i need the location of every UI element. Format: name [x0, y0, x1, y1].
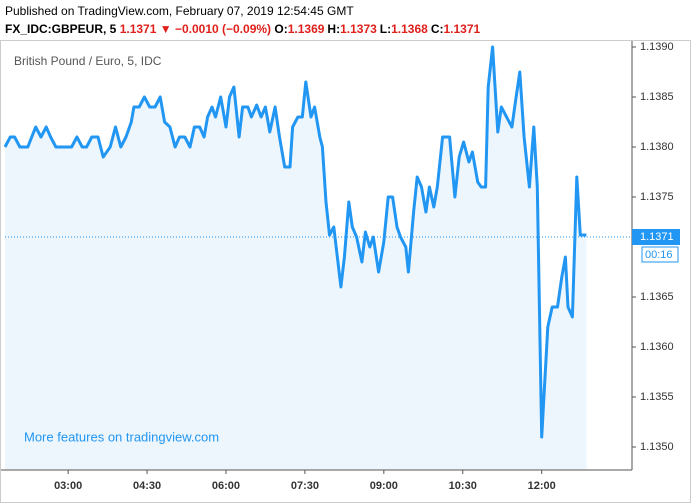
price-label: 1.1371: [640, 231, 674, 243]
ohlc-label: C:: [430, 22, 444, 36]
y-tick-label: 1.1375: [640, 191, 674, 203]
y-tick-label: 1.1365: [640, 291, 674, 303]
change: ▼ −0.0010 (−0.09%): [159, 22, 272, 36]
symbol: FX_IDC:GBPEUR, 5: [5, 22, 117, 36]
ohlc-value: 1.1368: [391, 22, 428, 36]
y-tick-label: 1.1360: [640, 341, 674, 353]
y-tick-label: 1.1390: [640, 41, 674, 53]
ohlc-label: L:: [379, 22, 392, 36]
y-tick-label: 1.1385: [640, 91, 674, 103]
x-tick-label: 07:30: [291, 480, 319, 492]
x-tick-label: 12:00: [528, 480, 556, 492]
x-tick-label: 10:30: [449, 480, 477, 492]
x-tick-label: 09:00: [370, 480, 398, 492]
countdown-box: [641, 246, 679, 263]
area: [5, 47, 587, 470]
chart-title: British Pound / Euro, 5, IDC: [14, 54, 162, 68]
ohlc-value: 1.1371: [443, 22, 481, 36]
countdown: 00:16: [645, 249, 673, 261]
quote-line: FX_IDC:GBPEUR, 5 1.1371 ▼ −0.0010 (−0.09…: [5, 22, 483, 36]
y-tick-label: 1.1355: [640, 391, 674, 403]
annotation: More features on tradingview.com: [24, 429, 219, 444]
y-tick-label: 1.1350: [640, 441, 674, 453]
price-label-box: [632, 229, 680, 245]
x-tick-label: 04:30: [133, 480, 161, 492]
ohlc-value: 1.1373: [340, 22, 377, 36]
ohlc-label: H:: [327, 22, 341, 36]
ohlc: O:1.1369 H:1.1373 L:1.1368 C:1.1371: [274, 22, 483, 36]
published: Published on TradingView.com, February 0…: [5, 4, 354, 18]
ohlc-value: 1.1369: [287, 22, 325, 36]
line: [3, 45, 587, 439]
x-tick-label: 03:00: [54, 480, 82, 492]
ohlc-label: O:: [274, 22, 288, 36]
last: 1.1371: [119, 22, 157, 36]
x-tick-label: 06:00: [212, 480, 240, 492]
y-tick-label: 1.1380: [640, 141, 674, 153]
